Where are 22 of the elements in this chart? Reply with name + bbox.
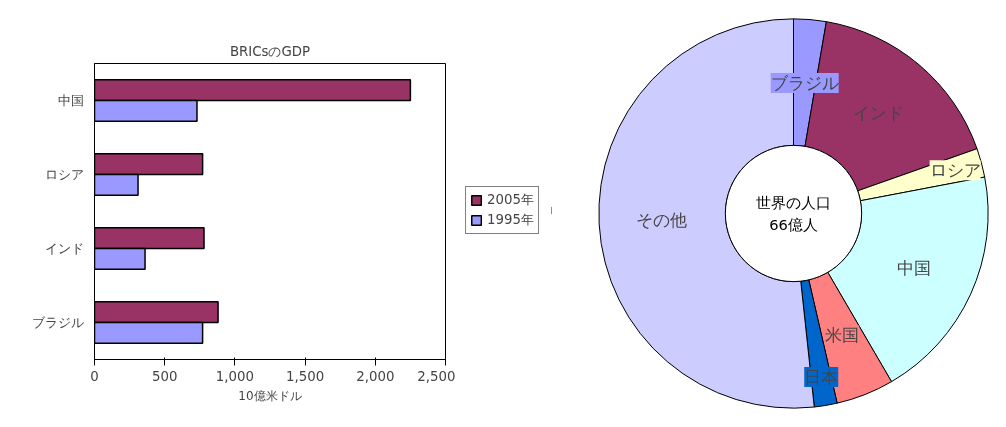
slice-label: インド [853, 103, 905, 124]
y-tick-label: ブラジル [31, 315, 84, 330]
slice-label: ロシア [929, 160, 981, 181]
text: 世界の人口 66億人 [756, 193, 831, 234]
slice-label: ブラジル [770, 72, 839, 93]
y-tick-label: 中国 [57, 93, 84, 108]
y-tick-label: ロシア [44, 167, 84, 182]
y-tick-label: インド [44, 241, 84, 256]
x-tick-label: 2,500 [417, 368, 456, 384]
x-tick-label: 1,000 [215, 368, 254, 384]
slice-label: 中国 [896, 257, 931, 278]
x-tick-label: 500 [151, 368, 178, 384]
x-tick-label: 1,500 [286, 368, 325, 384]
x-tick-label: 2,000 [356, 368, 395, 384]
x-tick-label: 0 [90, 368, 99, 384]
chart-title: BRICsのGDP [229, 43, 311, 59]
slice-label: その他 [635, 210, 687, 231]
x-axis-title: 10億米ドル [238, 388, 302, 403]
slice-label: 米国 [825, 325, 860, 346]
legend-label: 2005年 [487, 191, 534, 209]
legend-label: 1995年 [487, 211, 534, 229]
slice-label: 日本 [804, 366, 839, 387]
